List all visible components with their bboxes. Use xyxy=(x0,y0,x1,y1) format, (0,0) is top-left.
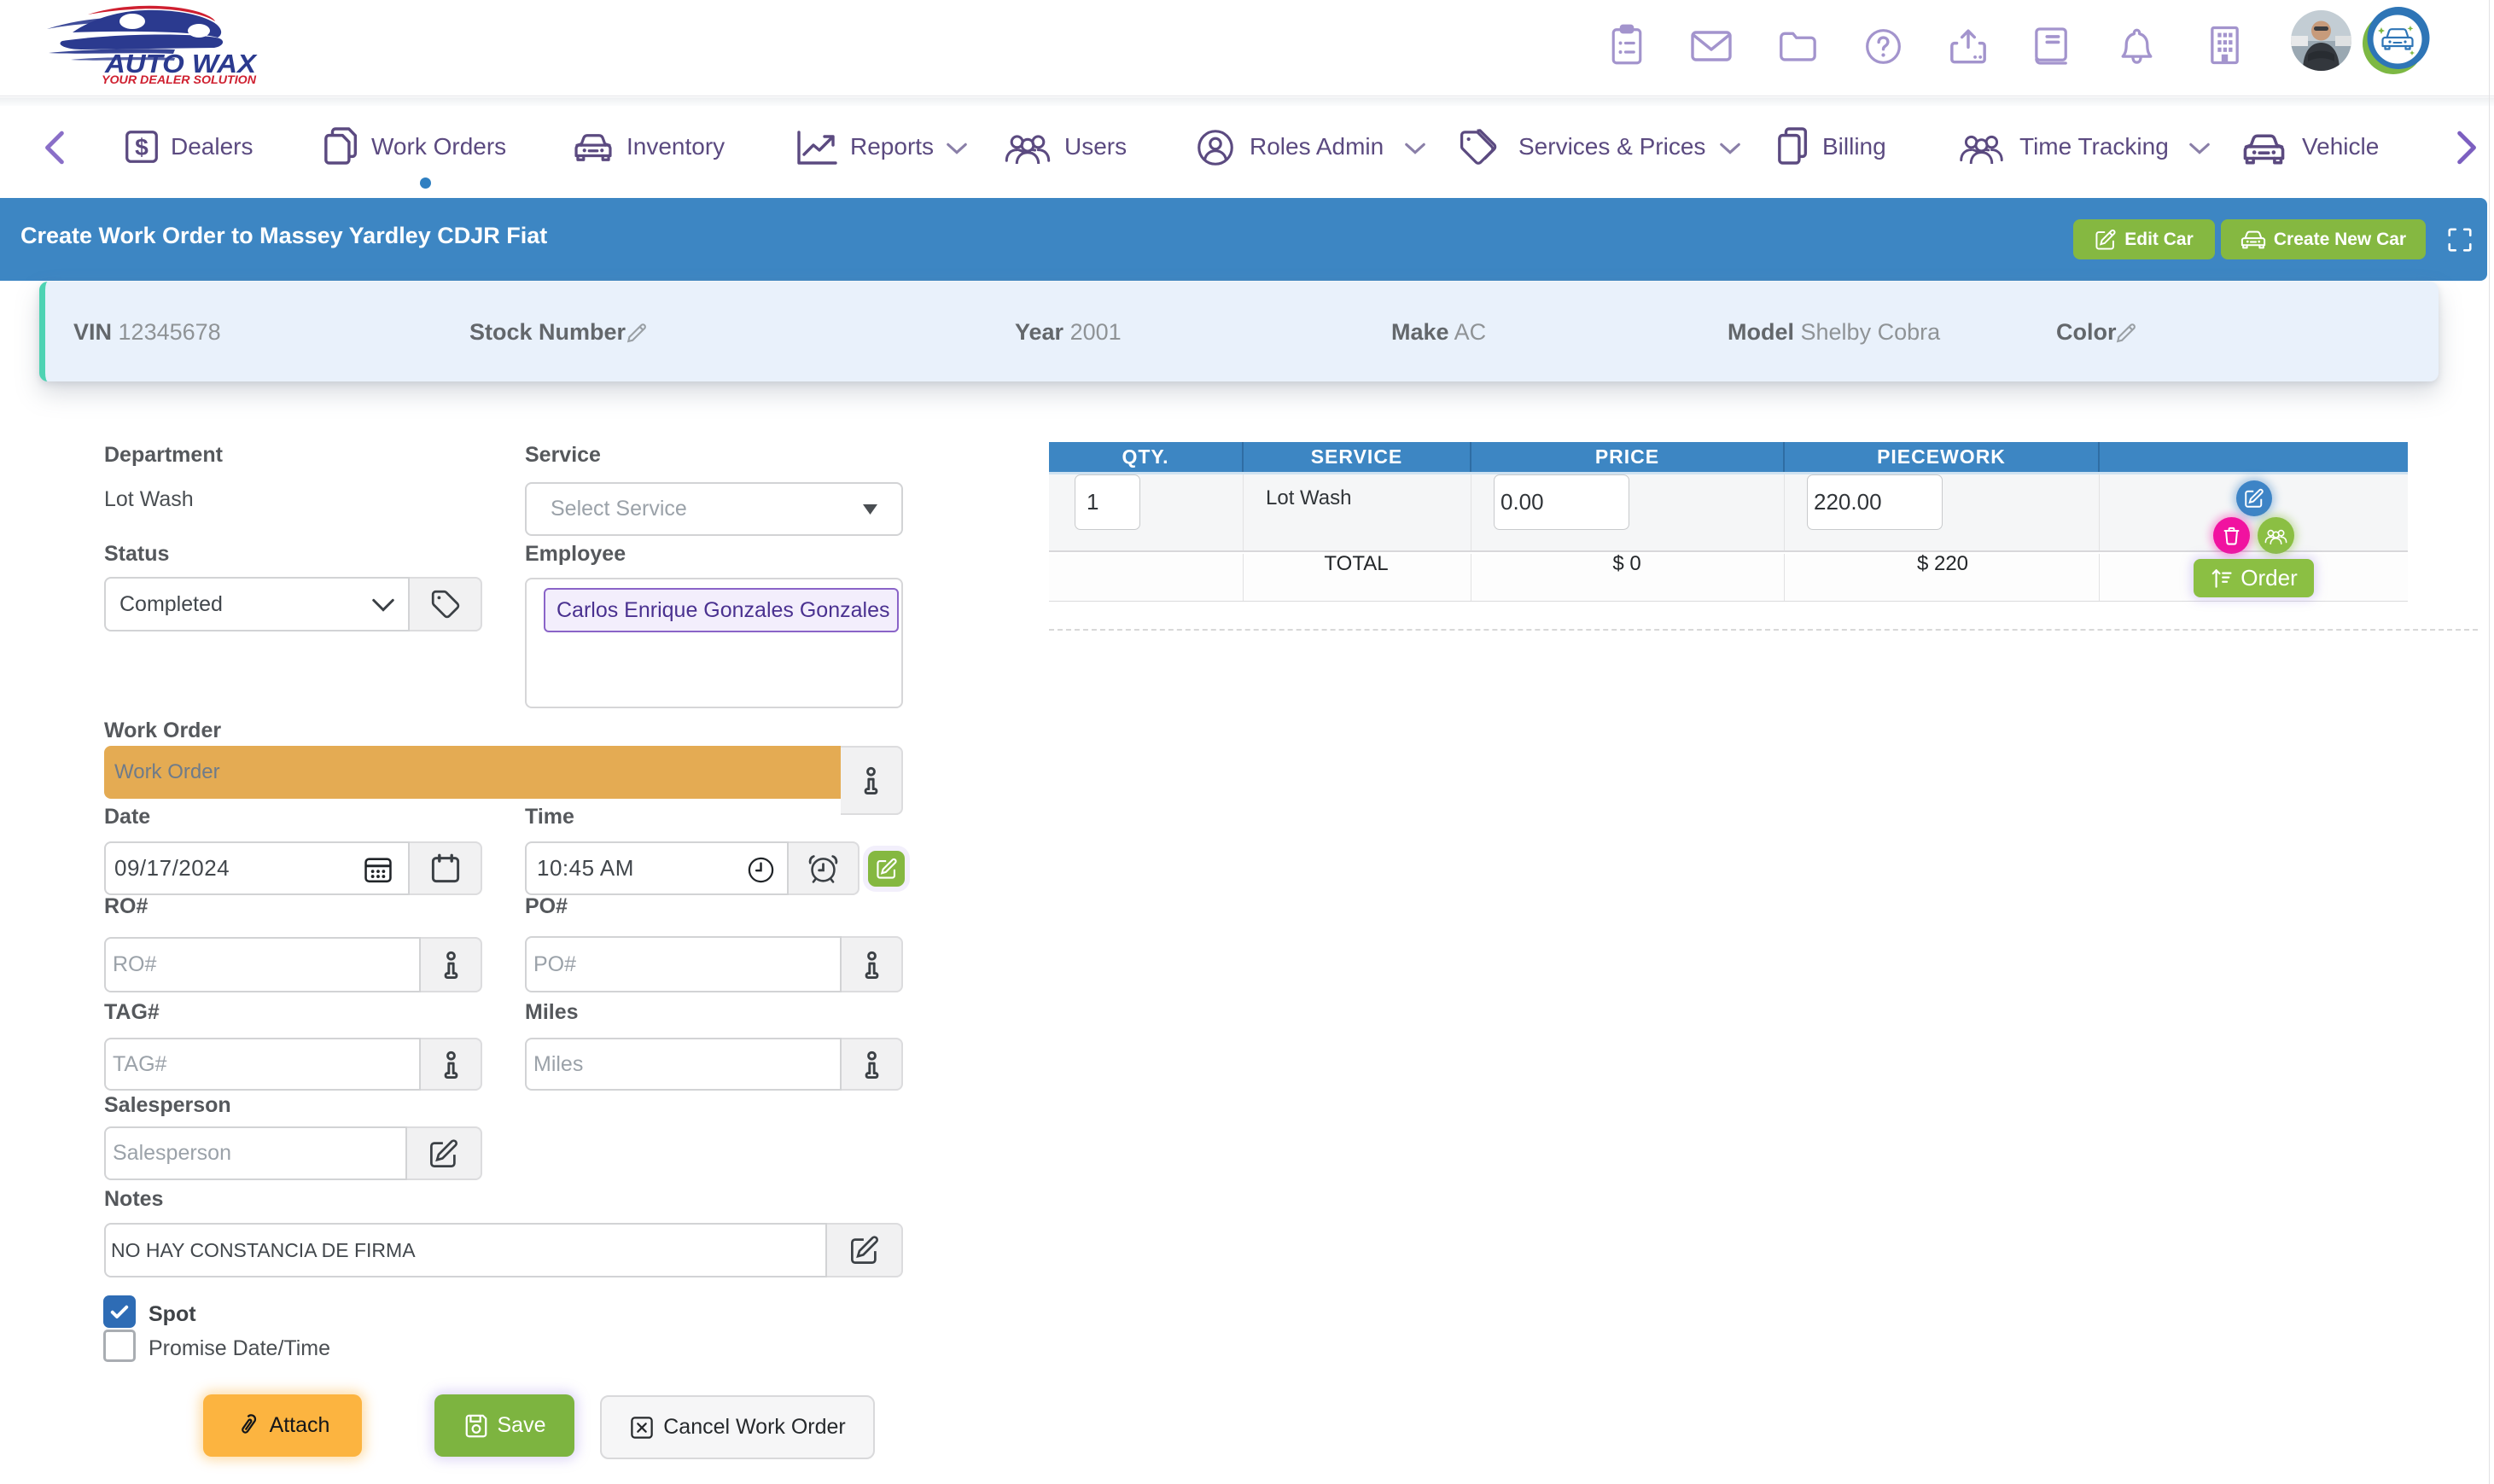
svg-text:$: $ xyxy=(135,133,149,160)
svg-text:YOUR DEALER SOLUTION: YOUR DEALER SOLUTION xyxy=(102,73,256,84)
svg-text:AUTO WAX: AUTO WAX xyxy=(104,49,259,79)
